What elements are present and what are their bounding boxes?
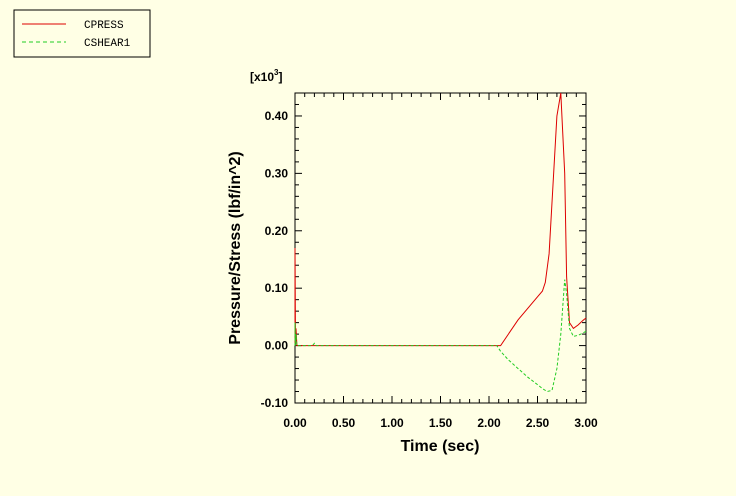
y-tick-label: -0.10: [261, 396, 289, 410]
plot-frame: [294, 92, 587, 404]
y-axis-label: Pressure/Stress (lbf/in^2): [227, 151, 244, 344]
legend: CPRESS CSHEAR1: [13, 9, 151, 58]
x-tick-label: 2.00: [477, 416, 501, 430]
y-tick-label: 0.40: [265, 109, 289, 123]
x-axis-label: Time (sec): [401, 438, 480, 455]
y-tick-label: 0.30: [265, 166, 289, 180]
x-tick-label: 2.50: [526, 416, 550, 430]
x-tick-label: 0.00: [283, 416, 307, 430]
x-tick-label: 3.00: [574, 416, 598, 430]
y-tick-label: 0.20: [265, 224, 289, 238]
series-line-cshear1: [294, 279, 587, 393]
y-tick-label: 0.10: [265, 281, 289, 295]
legend-label-cshear1: CSHEAR1: [84, 38, 131, 50]
series-line-cpress: [294, 92, 587, 347]
svg-text:[x103]: [x103]: [250, 68, 282, 84]
axis-ticks: [294, 92, 587, 404]
x-tick-label: 0.50: [332, 416, 356, 430]
x-tick-label: 1.00: [380, 416, 404, 430]
legend-box: [13, 9, 151, 58]
series-lines: [294, 92, 587, 393]
legend-label-cpress: CPRESS: [84, 20, 124, 32]
axis-tick-labels: 0.00 0.50 1.00 1.50 2.00 2.50 3.00 -0.10 0.00 0.1…: [261, 109, 598, 430]
x-tick-label: 1.50: [429, 416, 453, 430]
y-multiplier: [x103]: [250, 68, 282, 84]
y-multiplier-label: [x10: [250, 70, 274, 84]
y-multiplier-exp: 3: [274, 68, 279, 77]
y-tick-label: 0.00: [265, 339, 289, 353]
y-multiplier-close: ]: [278, 70, 282, 84]
